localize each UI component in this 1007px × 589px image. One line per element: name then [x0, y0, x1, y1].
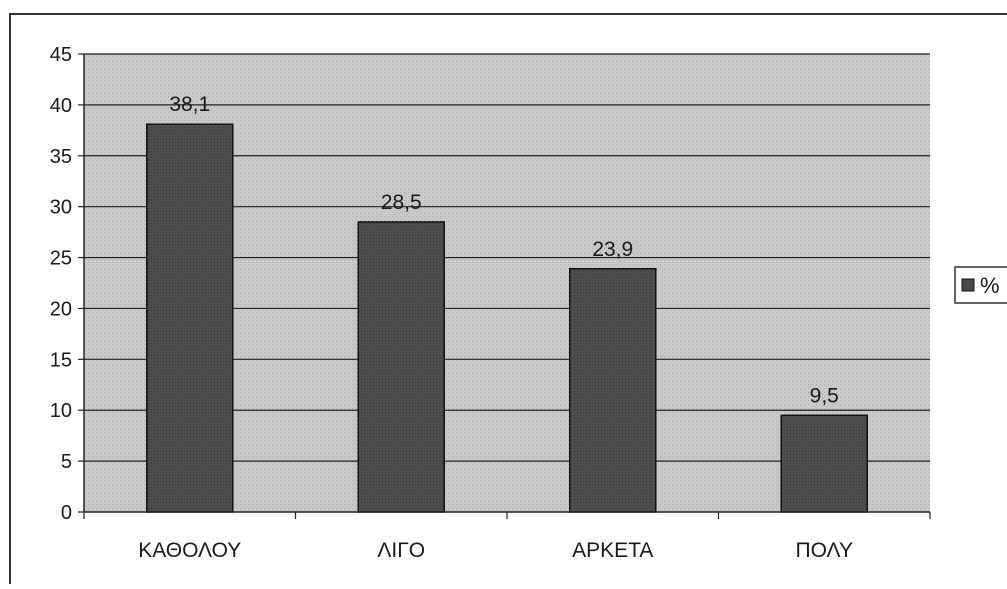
legend-swatch [961, 278, 975, 292]
y-tick-label: 40 [50, 95, 72, 117]
y-tick-label: 5 [61, 451, 72, 473]
x-category-label: ΛΙΓΟ [377, 539, 425, 562]
bars [146, 123, 868, 513]
data-label: 28,5 [381, 191, 422, 214]
x-category-label: ΠΟΛΥ [795, 539, 853, 562]
y-tick-label: 35 [50, 146, 72, 168]
data-label: 23,9 [592, 238, 633, 261]
labels: 0 5 10 15 20 25 30 35 40 45 38,1 ΚΑΘΟΛΟΥ 28,5 ΛΙΓΟ 23,… [50, 44, 853, 562]
data-label: 38,1 [169, 93, 210, 116]
bar [780, 414, 868, 513]
y-tick-label: 15 [50, 349, 72, 371]
y-tick-label: 20 [50, 298, 72, 320]
y-tick-label: 10 [50, 400, 72, 422]
y-tick-label: 0 [61, 502, 72, 524]
y-tick-label: 30 [50, 197, 72, 219]
data-label: 9,5 [810, 384, 839, 407]
bar [146, 123, 234, 513]
chart-frame [9, 13, 1007, 589]
axes [78, 53, 931, 519]
bar [569, 268, 657, 513]
legend-label: % [980, 273, 1000, 298]
y-tick-label: 45 [50, 44, 72, 66]
legend: % [954, 266, 1007, 304]
x-category-label: ΚΑΘΟΛΟΥ [138, 539, 241, 562]
y-tick-label: 25 [50, 248, 72, 270]
x-category-label: ΑΡΚΕΤΑ [572, 539, 653, 562]
bar [357, 221, 445, 513]
